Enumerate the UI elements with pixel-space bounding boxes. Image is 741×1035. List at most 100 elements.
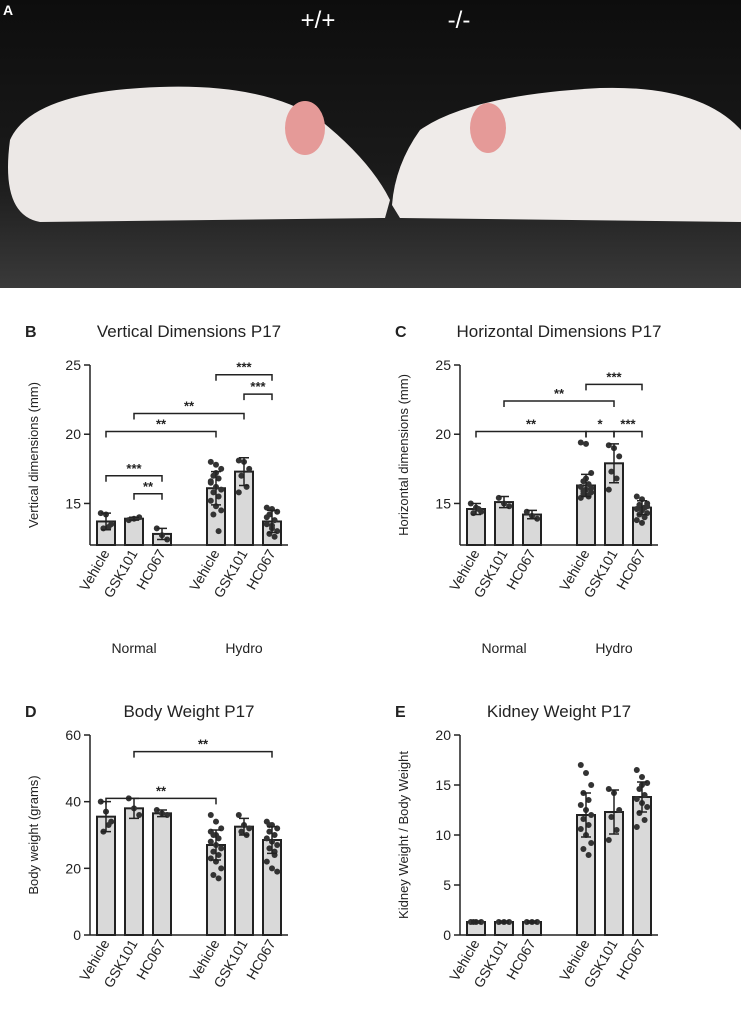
data-point — [641, 792, 648, 798]
data-point — [534, 919, 541, 925]
data-point — [588, 812, 595, 818]
data-point — [235, 457, 242, 464]
data-point — [580, 816, 587, 822]
data-point — [633, 796, 640, 802]
y-axis-label: Horizontal dimensions (mm) — [396, 374, 411, 536]
chart-title: Kidney Weight P17 — [487, 702, 631, 721]
significance-label: ** — [554, 386, 565, 401]
group-label: Normal — [481, 640, 526, 656]
data-point — [583, 770, 589, 776]
data-point — [207, 812, 214, 818]
data-point — [605, 486, 612, 493]
data-point — [153, 525, 160, 532]
significance-bracket — [133, 750, 273, 758]
data-point — [136, 514, 143, 521]
data-point — [644, 780, 651, 786]
y-tick-label: 25 — [435, 357, 451, 373]
data-point — [271, 533, 278, 540]
data-point — [608, 468, 615, 475]
data-point — [105, 822, 112, 828]
significance-label: ** — [184, 398, 195, 413]
error-bar — [267, 509, 277, 534]
y-tick-label: 5 — [443, 877, 451, 893]
data-point — [215, 493, 222, 500]
data-point — [475, 506, 482, 512]
bar — [234, 825, 254, 937]
error-bar — [637, 499, 647, 516]
significance-bracket — [215, 373, 273, 381]
data-point — [633, 506, 640, 512]
data-point — [215, 528, 222, 535]
panel-letter: D — [25, 704, 37, 721]
group-label: Normal — [111, 640, 156, 656]
bar — [124, 807, 144, 936]
data-point — [266, 845, 273, 852]
y-axis-label: Vertical dimensions (mm) — [26, 382, 41, 528]
data-point — [534, 515, 541, 522]
error-bar — [267, 825, 277, 855]
data-point — [218, 845, 225, 852]
error-bar — [637, 781, 647, 813]
significance-bracket — [585, 430, 615, 438]
data-point — [210, 511, 217, 518]
data-point — [215, 852, 222, 858]
error-bar — [101, 512, 111, 531]
data-point — [585, 852, 592, 858]
error-bar — [499, 920, 509, 924]
group-label: Hydro — [595, 640, 633, 656]
data-point — [210, 848, 217, 855]
data-point — [207, 478, 214, 485]
data-point — [207, 458, 214, 465]
data-point — [585, 797, 592, 803]
data-point — [633, 767, 640, 773]
data-point — [215, 875, 222, 882]
significance-bracket — [613, 430, 643, 438]
group-label: Hydro — [225, 640, 263, 656]
data-point — [238, 828, 245, 835]
chart-title: Body Weight P17 — [123, 702, 254, 721]
data-point — [235, 812, 242, 818]
y-tick-label: 20 — [435, 727, 451, 743]
data-point — [207, 497, 214, 504]
error-bar — [527, 920, 537, 924]
data-point — [263, 858, 270, 865]
panel-letter: B — [25, 324, 37, 341]
genotype-label: -/- — [448, 7, 471, 34]
data-point — [580, 488, 587, 494]
significance-label: ** — [156, 783, 167, 798]
data-point — [269, 865, 275, 872]
data-point — [577, 826, 584, 832]
data-point — [478, 919, 485, 925]
error-bar — [211, 829, 221, 861]
data-point — [506, 919, 513, 925]
data-point — [495, 919, 502, 925]
ear — [470, 103, 506, 153]
error-bar — [239, 817, 249, 836]
data-point — [238, 472, 245, 479]
data-point — [633, 493, 640, 500]
data-point — [218, 486, 225, 493]
y-tick-label: 0 — [443, 927, 451, 943]
data-point — [263, 835, 270, 842]
data-point — [585, 822, 592, 828]
chart-title: Vertical Dimensions P17 — [97, 322, 281, 341]
data-point — [210, 489, 217, 496]
data-point — [213, 461, 219, 468]
data-point — [266, 828, 273, 835]
y-axis-label: Kidney Weight / Body Weight — [396, 751, 411, 919]
significance-label: ** — [526, 416, 537, 431]
significance-bracket — [105, 430, 217, 438]
data-point — [605, 786, 612, 792]
data-point — [616, 807, 623, 813]
error-bar — [239, 457, 249, 487]
y-tick-label: 40 — [65, 794, 81, 810]
data-point — [213, 818, 219, 825]
significance-label: ** — [156, 416, 167, 431]
data-point — [274, 868, 281, 875]
y-axis-label: Body weight (grams) — [26, 775, 41, 894]
y-tick-label: 20 — [435, 426, 451, 442]
data-point — [583, 440, 589, 447]
data-point — [164, 536, 171, 543]
error-bar — [471, 502, 481, 516]
significance-bracket — [105, 797, 217, 805]
